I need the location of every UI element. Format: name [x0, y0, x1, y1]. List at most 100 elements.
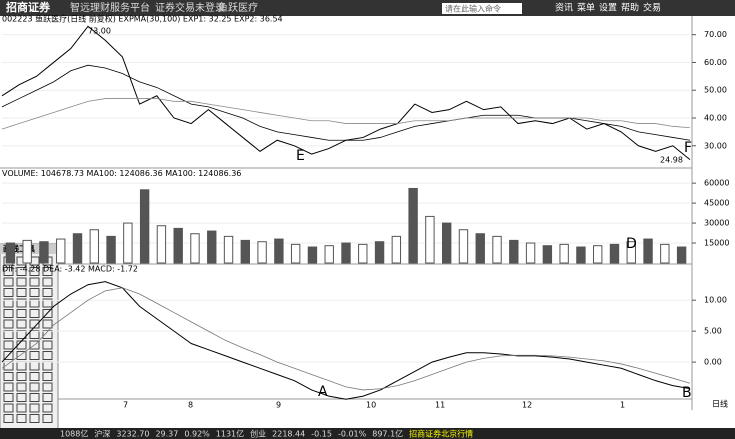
- tool-icon[interactable]: [29, 330, 40, 339]
- volume-bar: [72, 233, 83, 264]
- tool-icon[interactable]: [16, 330, 27, 339]
- tool-icon[interactable]: [42, 330, 53, 339]
- volume-bar: [626, 241, 636, 264]
- status-item: 2218.44: [272, 430, 305, 439]
- status-item: -0.15: [311, 430, 332, 439]
- status-item: 0.92%: [184, 430, 210, 439]
- tool-icon[interactable]: [3, 330, 14, 339]
- volume-bar: [173, 227, 183, 264]
- y-tick-label: 0.00: [704, 358, 722, 367]
- menu-item[interactable]: 交易: [643, 2, 661, 14]
- tool-icon[interactable]: [29, 393, 40, 402]
- volume-bar: [207, 230, 217, 264]
- tool-icon[interactable]: [16, 277, 27, 287]
- tool-icon[interactable]: [3, 340, 14, 350]
- tool-icon[interactable]: [3, 403, 14, 413]
- brand: 招商证券: [6, 0, 51, 14]
- tool-icon[interactable]: [42, 319, 53, 329]
- volume-bar: [391, 235, 402, 264]
- tool-icon[interactable]: [29, 382, 40, 392]
- annotation: F: [684, 140, 692, 156]
- menu-item[interactable]: 资讯: [555, 3, 573, 14]
- tool-icon[interactable]: [42, 340, 53, 350]
- volume-bar: [576, 246, 586, 264]
- volume-bar: [190, 233, 200, 264]
- tool-icon[interactable]: [16, 372, 27, 381]
- tool-icon[interactable]: [42, 309, 53, 318]
- tool-icon[interactable]: [16, 393, 27, 402]
- tool-icon[interactable]: [29, 340, 40, 350]
- volume-bar: [274, 238, 284, 264]
- tool-icon[interactable]: [3, 298, 14, 308]
- menu-item[interactable]: 设置: [599, 3, 617, 14]
- panel-title: DIF: -4.28 DEA: -3.42 MACD: -1.72: [2, 265, 138, 274]
- tool-icon[interactable]: [29, 372, 40, 381]
- tool-icon[interactable]: [3, 288, 14, 297]
- volume-bar: [458, 229, 469, 264]
- tool-icon[interactable]: [29, 277, 40, 287]
- tool-icon[interactable]: [3, 319, 14, 329]
- tool-icon[interactable]: [29, 351, 40, 360]
- tool-icon[interactable]: [3, 351, 14, 360]
- tool-icon[interactable]: [29, 319, 40, 329]
- tool-icon[interactable]: [3, 414, 14, 423]
- y-tick-label: 40.00: [704, 114, 727, 123]
- tool-icon[interactable]: [3, 267, 14, 276]
- tool-icon[interactable]: [16, 288, 27, 297]
- volume-bar: [22, 239, 32, 264]
- volume-bar: [156, 225, 167, 264]
- volume-bar: [559, 243, 569, 264]
- tool-icon[interactable]: [3, 277, 14, 287]
- tool-icon[interactable]: [16, 267, 27, 276]
- tool-icon[interactable]: [42, 403, 53, 413]
- annotation: E: [296, 148, 305, 164]
- status-bar: [0, 428, 735, 439]
- tool-icon[interactable]: [42, 372, 53, 381]
- y-tick-label: 5.00: [704, 327, 722, 336]
- tool-icon[interactable]: [42, 414, 53, 423]
- menu-item[interactable]: 菜单: [577, 2, 595, 14]
- volume-bar: [106, 235, 116, 264]
- volume-bar: [56, 238, 66, 264]
- search-box[interactable]: [442, 3, 522, 14]
- tool-icon[interactable]: [3, 309, 14, 318]
- tool-icon[interactable]: [29, 288, 40, 297]
- volume-bar: [441, 222, 452, 264]
- volume-bar: [123, 222, 133, 264]
- tool-icon[interactable]: [16, 403, 27, 413]
- tool-icon[interactable]: [16, 351, 27, 360]
- status-item: 招商证券北京行情: [409, 429, 473, 439]
- x-tick-label: 7: [123, 401, 128, 410]
- annotation: 24.98: [660, 156, 683, 165]
- annotation: D: [626, 236, 637, 252]
- tool-icon[interactable]: [29, 309, 40, 318]
- tool-icon[interactable]: [3, 372, 14, 381]
- tool-icon[interactable]: [3, 393, 14, 402]
- tool-icon[interactable]: [29, 267, 40, 276]
- tool-icon[interactable]: [29, 403, 40, 413]
- volume-bar: [492, 235, 502, 264]
- tool-icon[interactable]: [42, 351, 53, 360]
- menu-item[interactable]: 帮助: [621, 2, 639, 14]
- tool-icon[interactable]: [3, 382, 14, 392]
- volume-bar: [290, 243, 301, 264]
- tool-icon[interactable]: [16, 414, 27, 423]
- volume-bar: [660, 243, 670, 264]
- tool-icon[interactable]: [42, 267, 53, 276]
- chart-area: [0, 16, 735, 439]
- tool-icon[interactable]: [16, 298, 27, 308]
- tool-icon[interactable]: [42, 277, 53, 287]
- tool-icon[interactable]: [42, 382, 53, 392]
- tool-icon[interactable]: [42, 298, 53, 308]
- tool-icon[interactable]: [29, 298, 40, 308]
- tool-icon[interactable]: [42, 393, 53, 402]
- series-line: [1, 287, 691, 391]
- tool-icon[interactable]: [42, 288, 53, 297]
- login[interactable]: 证券交易未登录: [155, 1, 225, 14]
- status-item: 3232.70: [116, 430, 149, 439]
- tool-icon[interactable]: [16, 382, 27, 392]
- tool-icon[interactable]: [16, 309, 27, 318]
- tool-icon[interactable]: [16, 319, 27, 329]
- tool-icon[interactable]: [29, 414, 40, 423]
- y-tick-label: 30.00: [704, 141, 727, 150]
